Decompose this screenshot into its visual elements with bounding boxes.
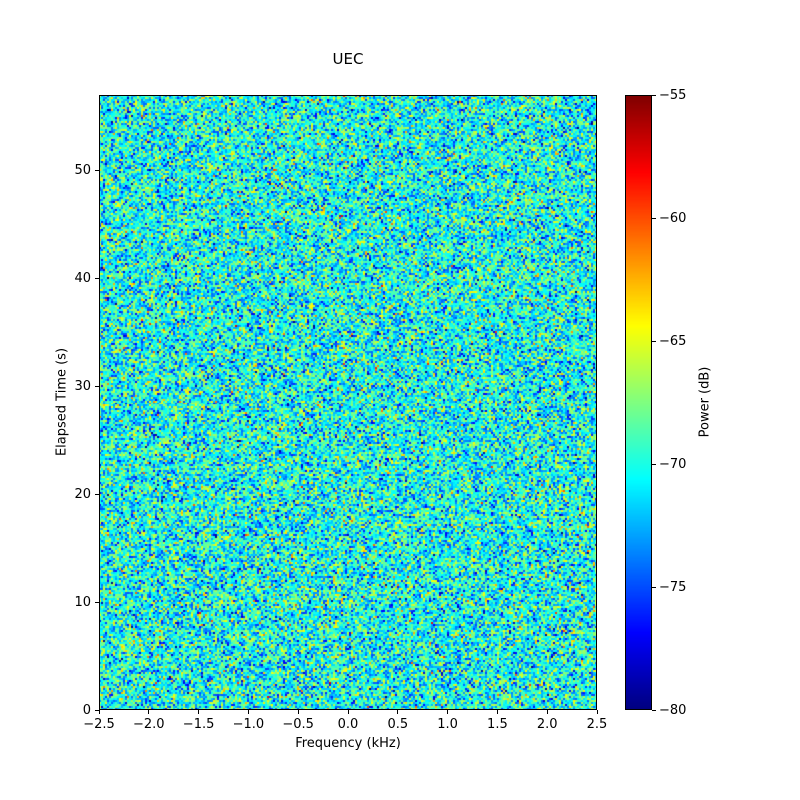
colorbar-canvas: [625, 95, 652, 710]
x-tick-mark: [347, 710, 349, 714]
y-tick-mark: [95, 170, 99, 172]
x-tick-label: 1.0: [437, 717, 458, 732]
colorbar-tick-label: −70: [659, 456, 687, 472]
chart-title: UEC: [332, 50, 364, 68]
x-tick-label: 2.5: [586, 717, 608, 732]
colorbar-tick-label: −75: [659, 579, 687, 595]
x-tick-label: 2.0: [536, 717, 558, 732]
x-tick-mark: [596, 710, 598, 714]
y-tick-mark: [95, 277, 99, 279]
x-tick-mark: [198, 710, 200, 714]
colorbar-tick-mark: [652, 340, 656, 342]
x-tick-label: −0.5: [282, 717, 314, 732]
y-axis-label: Elapsed Time (s): [54, 347, 70, 457]
x-tick-mark: [397, 710, 399, 714]
colorbar-tick-label: −65: [659, 333, 687, 349]
y-tick-label: 30: [74, 378, 91, 394]
colorbar-label: Power (dB): [697, 366, 713, 438]
colorbar-tick-mark: [652, 709, 656, 711]
y-tick-mark: [95, 709, 99, 711]
colorbar-tick-label: −80: [659, 702, 687, 718]
x-tick-label: 0.5: [387, 717, 409, 732]
x-tick-label: −1.0: [232, 717, 265, 732]
y-tick-label: 10: [74, 594, 91, 610]
heatmap-canvas: [99, 95, 597, 710]
x-tick-mark: [496, 710, 498, 714]
x-tick-label: 0.0: [337, 717, 359, 732]
y-tick-label: 0: [82, 702, 91, 718]
colorbar-tick-mark: [652, 217, 656, 219]
x-tick-mark: [447, 710, 449, 714]
x-tick-mark: [148, 710, 150, 714]
x-tick-label: 1.5: [487, 717, 508, 732]
colorbar-tick-mark: [652, 463, 656, 465]
x-axis-label: Frequency (kHz): [295, 736, 401, 751]
x-tick-label: −2.5: [83, 717, 115, 732]
colorbar-tick-mark: [652, 586, 656, 588]
y-tick-label: 50: [74, 163, 91, 179]
x-tick-label: −2.0: [133, 717, 165, 732]
colorbar-tick-mark: [652, 94, 656, 96]
y-tick-mark: [95, 385, 99, 387]
x-tick-mark: [297, 710, 299, 714]
x-tick-label: −1.5: [182, 717, 215, 732]
x-tick-mark: [98, 710, 100, 714]
colorbar-tick-label: −60: [659, 210, 687, 226]
colorbar-tick-label: −55: [659, 87, 687, 103]
x-tick-mark: [247, 710, 249, 714]
y-tick-label: 20: [74, 486, 91, 502]
y-tick-mark: [95, 601, 99, 603]
y-tick-label: 40: [74, 270, 91, 286]
x-tick-mark: [546, 710, 548, 714]
y-tick-mark: [95, 493, 99, 495]
